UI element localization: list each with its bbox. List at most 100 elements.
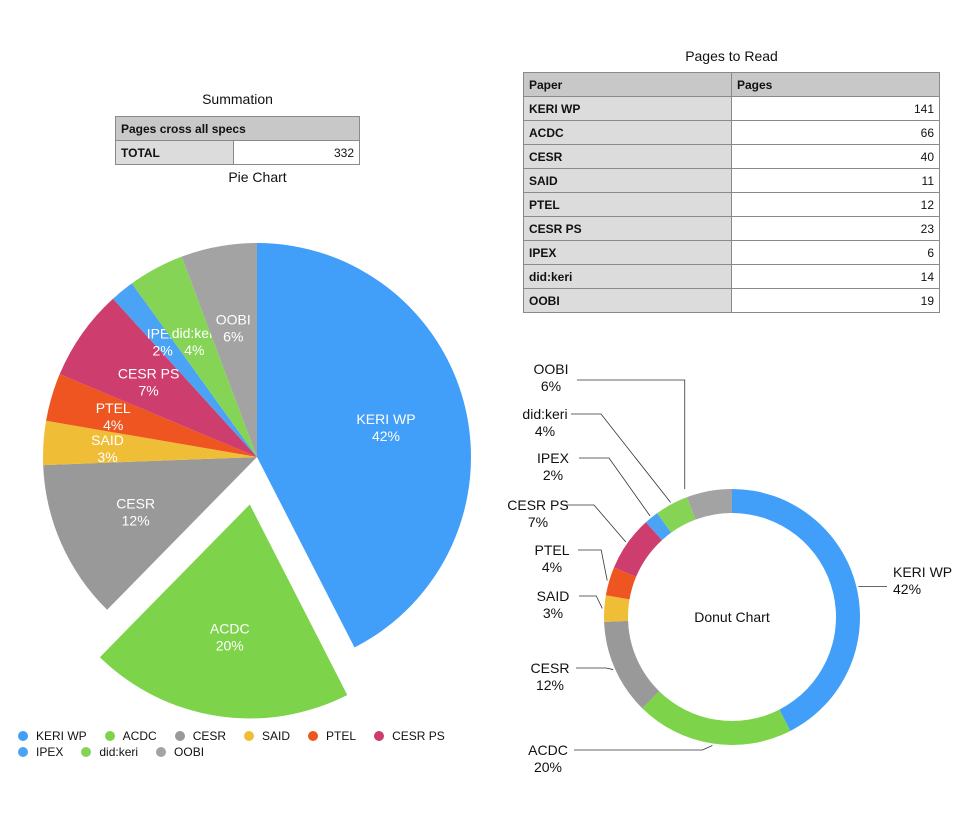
donut-label-said: SAID (537, 588, 570, 604)
total-label[interactable]: TOTAL (115, 140, 234, 165)
legend-label-cesr-ps: CESR PS (392, 729, 445, 743)
legend-label-cesr: CESR (192, 729, 227, 743)
paper-cell[interactable]: did:keri (523, 264, 732, 289)
legend-item-oobi[interactable]: OOBI (156, 745, 204, 759)
donut-percent-oobi: 6% (541, 378, 561, 394)
donut-label-acdc: ACDC (528, 742, 568, 758)
donut-percent-did-keri: 4% (535, 423, 555, 439)
pie-slice-oobi[interactable] (181, 243, 257, 457)
donut-label-ipex: IPEX (537, 450, 570, 466)
pages-cell[interactable]: 141 (731, 96, 940, 121)
legend-swatch-cesr (174, 731, 185, 741)
table-row: did:keri 14 (523, 264, 940, 289)
donut-percent-cesr: 12% (536, 677, 564, 693)
pages-cell[interactable]: 66 (731, 120, 940, 145)
pages-cell[interactable]: 11 (731, 168, 940, 193)
pie-label-cesr: CESR (116, 496, 155, 512)
pie-percent-said: 3% (97, 449, 117, 465)
pie-label-oobi: OOBI (216, 311, 251, 327)
donut-label-oobi: OOBI (533, 361, 568, 377)
legend-swatch-said (244, 731, 255, 741)
pages-cell[interactable]: 19 (731, 288, 940, 313)
legend-item-keri-wp[interactable]: KERI WP (18, 729, 87, 743)
paper-cell[interactable]: OOBI (523, 288, 732, 313)
pie-slice-ptel[interactable] (46, 374, 257, 457)
donut-leader-acdc (574, 745, 713, 751)
donut-segment-cesr[interactable] (604, 620, 660, 709)
pages-cell[interactable]: 40 (731, 144, 940, 169)
donut-leader-did-keri (571, 413, 671, 503)
legend-swatch-oobi (156, 747, 167, 757)
paper-cell[interactable]: KERI WP (523, 96, 732, 121)
legend-item-ipex[interactable]: IPEX (18, 745, 63, 759)
pie-slice-said[interactable] (43, 420, 258, 466)
donut-label-keri-wp: KERI WP (893, 564, 952, 580)
legend-swatch-cesr-ps (374, 731, 385, 741)
paper-cell[interactable]: PTEL (523, 192, 732, 217)
donut-label-cesr: CESR (531, 660, 570, 676)
pie-slice-cesr-ps[interactable] (59, 298, 257, 457)
pages-cell[interactable]: 23 (731, 216, 940, 241)
pie-percent-cesr-ps: 7% (139, 382, 159, 398)
donut-segment-ipex[interactable] (645, 513, 672, 541)
donut-percent-keri-wp: 42% (893, 581, 921, 597)
pie-percent-acdc: 20% (216, 638, 244, 654)
legend-item-ptel[interactable]: PTEL (308, 729, 356, 743)
legend-item-cesr-ps[interactable]: CESR PS (374, 729, 445, 743)
pie-slice-did-keri[interactable] (131, 256, 257, 457)
donut-segment-keri-wp[interactable] (732, 489, 860, 731)
donut-segment-did-keri[interactable] (657, 497, 696, 533)
legend-label-keri-wp: KERI WP (36, 729, 87, 743)
column-header-paper: Paper (523, 72, 732, 97)
legend-item-did-keri[interactable]: did:keri (81, 745, 138, 759)
pie-legend: KERI WP ACDC CESR SAID PTEL CESR PS IPEX did:ke… (18, 729, 518, 759)
donut-leader-cesr-ps (564, 504, 627, 543)
paper-cell[interactable]: CESR (523, 144, 732, 169)
pie-label-cesr-ps: CESR PS (118, 365, 179, 381)
legend-label-did-keri: did:keri (99, 745, 139, 759)
legend-swatch-ipex (18, 747, 28, 757)
donut-leader-oobi (577, 379, 686, 490)
donut-segment-oobi[interactable] (686, 489, 732, 520)
legend-label-said: SAID (262, 729, 291, 743)
total-value[interactable]: 332 (233, 140, 360, 165)
donut-label-did-keri: did:keri (522, 406, 567, 422)
pages-cell[interactable]: 12 (731, 192, 940, 217)
donut-segment-cesr-ps[interactable] (613, 522, 663, 577)
donut-label-cesr-ps: CESR PS (507, 497, 568, 513)
legend-item-cesr[interactable]: CESR (174, 729, 227, 743)
table-row: KERI WP 141 (523, 96, 940, 121)
column-header-pages: Pages (731, 72, 940, 97)
legend-item-acdc[interactable]: ACDC (104, 729, 157, 743)
pie-chart-title: Pie Chart (228, 169, 287, 185)
donut-segment-ptel[interactable] (605, 567, 637, 600)
pie-slice-acdc[interactable] (99, 504, 348, 719)
legend-label-oobi: OOBI (174, 745, 205, 759)
pie-percent-ipex: 2% (153, 343, 173, 359)
paper-cell[interactable]: SAID (523, 168, 732, 193)
donut-leader-ptel (578, 549, 608, 581)
pie-label-did-keri: did:keri (172, 325, 217, 341)
pie-slice-cesr[interactable] (43, 457, 258, 610)
pages-table-title: Pages to Read (685, 48, 778, 64)
pie-slice-keri-wp[interactable] (257, 243, 471, 648)
legend-swatch-did-keri (81, 747, 92, 757)
pages-table: Paper Pages KERI WP 141 ACDC 66 CESR 40 SAI… (523, 72, 940, 313)
legend-swatch-ptel (308, 731, 319, 741)
legend-swatch-acdc (104, 731, 115, 741)
legend-label-ptel: PTEL (326, 729, 357, 743)
table-row: PTEL 12 (523, 192, 940, 217)
pie-slice-ipex[interactable] (113, 283, 257, 457)
legend-swatch-keri-wp (18, 731, 28, 741)
pie-percent-oobi: 6% (223, 328, 243, 344)
donut-segment-said[interactable] (604, 595, 630, 622)
legend-item-said[interactable]: SAID (244, 729, 290, 743)
donut-leader-ipex (579, 457, 651, 517)
paper-cell[interactable]: IPEX (523, 240, 732, 265)
table-row: SAID 11 (523, 168, 940, 193)
summation-table: Pages cross all specs TOTAL 332 (115, 116, 360, 165)
donut-percent-ptel: 4% (542, 559, 562, 575)
donut-leader-said (579, 595, 603, 609)
donut-segment-acdc[interactable] (642, 691, 791, 746)
